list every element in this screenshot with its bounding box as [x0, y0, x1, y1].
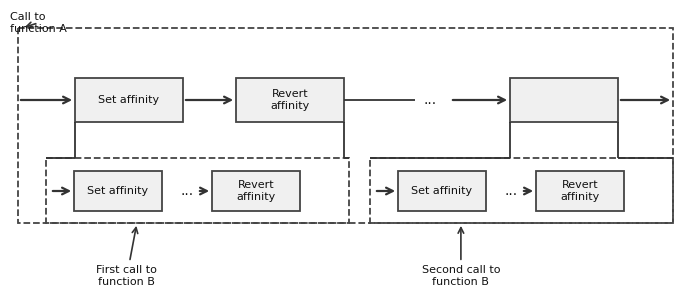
Text: Set affinity: Set affinity — [411, 186, 473, 196]
Bar — [212, 171, 300, 211]
Bar — [370, 158, 673, 223]
Text: Revert
affinity: Revert affinity — [270, 89, 309, 111]
Bar — [510, 78, 618, 122]
Text: ...: ... — [181, 184, 194, 198]
Text: Revert
affinity: Revert affinity — [560, 180, 599, 202]
Bar — [536, 171, 624, 211]
Text: First call to
function B: First call to function B — [96, 228, 157, 287]
Bar — [236, 78, 344, 122]
Bar — [398, 171, 486, 211]
Text: ...: ... — [424, 93, 437, 107]
Bar — [18, 28, 673, 223]
Bar — [75, 78, 183, 122]
Text: ...: ... — [504, 184, 517, 198]
Bar — [46, 158, 349, 223]
Text: Call to
function A: Call to function A — [10, 12, 67, 34]
Text: Revert
affinity: Revert affinity — [236, 180, 276, 202]
Text: Set affinity: Set affinity — [99, 95, 160, 105]
Text: Set affinity: Set affinity — [88, 186, 149, 196]
Bar — [74, 171, 162, 211]
Text: Second call to
function B: Second call to function B — [422, 228, 500, 287]
